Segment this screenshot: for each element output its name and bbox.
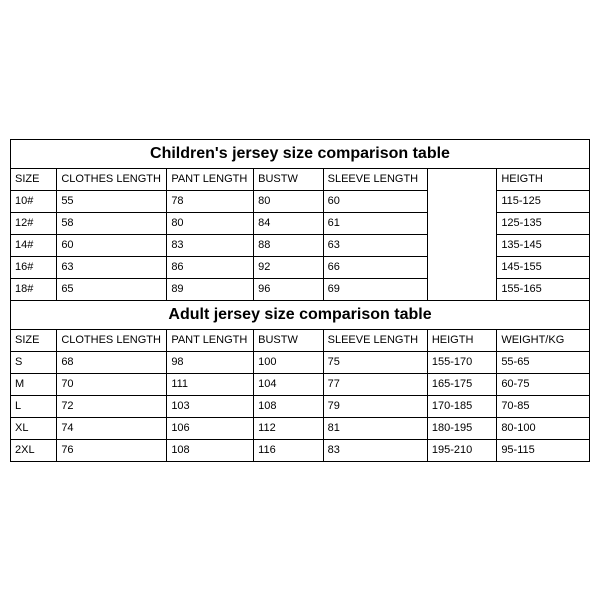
col-header: PANT LENGTH <box>167 168 254 190</box>
cell: 18# <box>11 278 57 300</box>
cell: 80 <box>254 190 323 212</box>
cell: 55 <box>57 190 167 212</box>
cell: 65 <box>57 278 167 300</box>
cell: 89 <box>167 278 254 300</box>
col-header: BUSTW <box>254 168 323 190</box>
cell: 84 <box>254 212 323 234</box>
cell: 72 <box>57 395 167 417</box>
table-row: L7210310879170-18570-85 <box>11 395 590 417</box>
cell: 80-100 <box>497 417 590 439</box>
cell: 83 <box>323 439 427 461</box>
table-row: 16#63869266 145-155 <box>11 256 590 278</box>
cell <box>427 190 496 212</box>
cell: 92 <box>254 256 323 278</box>
table-row: 10#55788060 115-125 <box>11 190 590 212</box>
col-header: HEIGTH <box>497 168 590 190</box>
col-header: CLOTHES LENGTH <box>57 168 167 190</box>
cell: 76 <box>57 439 167 461</box>
cell: 83 <box>167 234 254 256</box>
cell: 12# <box>11 212 57 234</box>
col-header: SIZE <box>11 329 57 351</box>
cell: 63 <box>323 234 427 256</box>
cell: 104 <box>254 373 323 395</box>
cell: 100 <box>254 351 323 373</box>
table-row: M7011110477165-17560-75 <box>11 373 590 395</box>
cell <box>427 212 496 234</box>
cell: 112 <box>254 417 323 439</box>
col-header: BUSTW <box>254 329 323 351</box>
table-row: 2XL7610811683195-21095-115 <box>11 439 590 461</box>
cell: 60 <box>323 190 427 212</box>
cell: 77 <box>323 373 427 395</box>
cell: 106 <box>167 417 254 439</box>
cell: 155-170 <box>427 351 496 373</box>
cell <box>427 256 496 278</box>
cell: 70-85 <box>497 395 590 417</box>
cell: 125-135 <box>497 212 590 234</box>
cell: 68 <box>57 351 167 373</box>
cell: 79 <box>323 395 427 417</box>
cell: 58 <box>57 212 167 234</box>
cell: 69 <box>323 278 427 300</box>
cell: 80 <box>167 212 254 234</box>
cell: 70 <box>57 373 167 395</box>
cell: 61 <box>323 212 427 234</box>
table-row: XL7410611281180-19580-100 <box>11 417 590 439</box>
cell: 155-165 <box>497 278 590 300</box>
cell: 2XL <box>11 439 57 461</box>
table-row: 14#60838863 135-145 <box>11 234 590 256</box>
cell: XL <box>11 417 57 439</box>
cell: 195-210 <box>427 439 496 461</box>
col-header: SIZE <box>11 168 57 190</box>
cell: 66 <box>323 256 427 278</box>
cell <box>427 234 496 256</box>
cell: 115-125 <box>497 190 590 212</box>
cell: 96 <box>254 278 323 300</box>
col-header: WEIGHT/KG <box>497 329 590 351</box>
cell: 103 <box>167 395 254 417</box>
col-header: HEIGTH <box>427 329 496 351</box>
cell: 81 <box>323 417 427 439</box>
cell: 98 <box>167 351 254 373</box>
col-header: SLEEVE LENGTH <box>323 168 427 190</box>
cell: 116 <box>254 439 323 461</box>
cell: 108 <box>167 439 254 461</box>
col-header <box>427 168 496 190</box>
cell: 88 <box>254 234 323 256</box>
cell: 63 <box>57 256 167 278</box>
cell: 14# <box>11 234 57 256</box>
cell: 60-75 <box>497 373 590 395</box>
col-header: PANT LENGTH <box>167 329 254 351</box>
cell: 78 <box>167 190 254 212</box>
cell: 74 <box>57 417 167 439</box>
cell: S <box>11 351 57 373</box>
cell: 16# <box>11 256 57 278</box>
table-row: S689810075155-17055-65 <box>11 351 590 373</box>
cell: 180-195 <box>427 417 496 439</box>
cell: 75 <box>323 351 427 373</box>
cell: 10# <box>11 190 57 212</box>
size-table: Children's jersey size comparison tableS… <box>10 139 590 462</box>
cell: 60 <box>57 234 167 256</box>
cell: 55-65 <box>497 351 590 373</box>
size-tables: Children's jersey size comparison tableS… <box>10 139 590 462</box>
cell: 86 <box>167 256 254 278</box>
table-row: 12#58808461 125-135 <box>11 212 590 234</box>
cell: 145-155 <box>497 256 590 278</box>
cell: M <box>11 373 57 395</box>
cell: 111 <box>167 373 254 395</box>
cell: 135-145 <box>497 234 590 256</box>
col-header: SLEEVE LENGTH <box>323 329 427 351</box>
cell <box>427 278 496 300</box>
cell: 165-175 <box>427 373 496 395</box>
cell: 170-185 <box>427 395 496 417</box>
col-header: CLOTHES LENGTH <box>57 329 167 351</box>
cell: L <box>11 395 57 417</box>
cell: 108 <box>254 395 323 417</box>
table-title: Children's jersey size comparison table <box>11 139 590 168</box>
cell: 95-115 <box>497 439 590 461</box>
table-title: Adult jersey size comparison table <box>11 300 590 329</box>
table-row: 18#65899669 155-165 <box>11 278 590 300</box>
